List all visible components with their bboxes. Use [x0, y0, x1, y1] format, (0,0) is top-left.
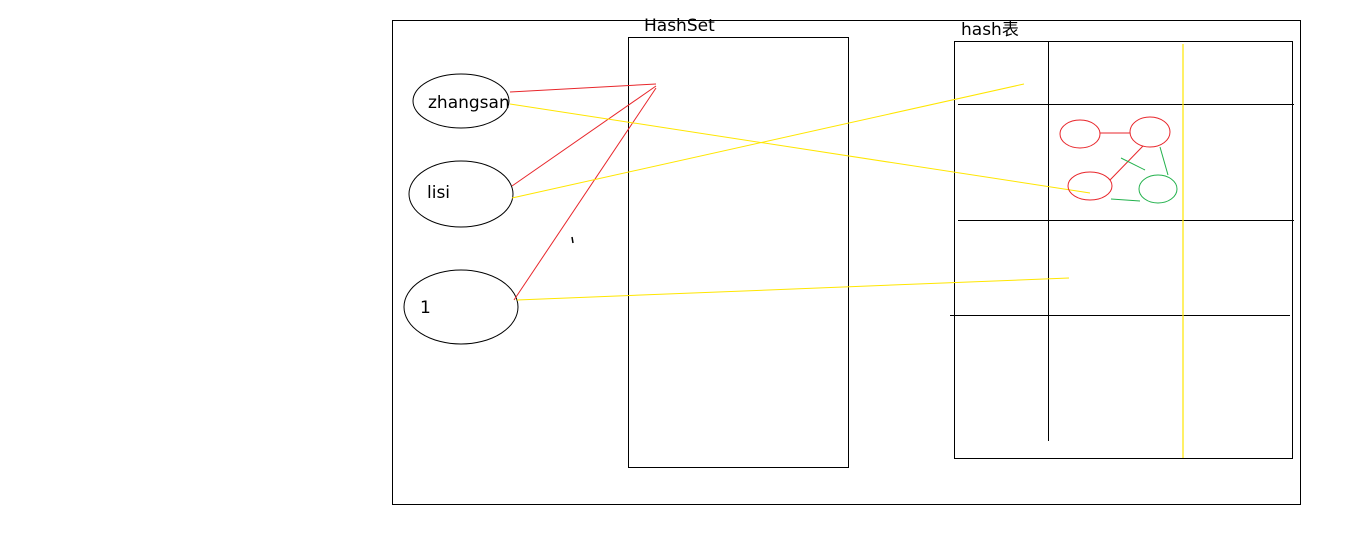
element-label-zhangsan: zhangsan — [428, 93, 510, 113]
bucket-link-green — [1110, 198, 1141, 202]
red-line-zhangsan-to-hashset — [509, 83, 657, 93]
bucket-link-green — [1159, 146, 1169, 176]
yellow-line-1-to-table — [516, 277, 1070, 301]
hashset-label: HashSet — [644, 16, 715, 36]
element-label-1: 1 — [420, 298, 431, 318]
bucket-node-red — [1059, 119, 1101, 149]
hash-table-box — [954, 41, 1293, 459]
bucket-node-red — [1129, 116, 1171, 148]
red-line-1-to-hashset — [513, 87, 657, 301]
red-line-lisi-to-hashset — [511, 85, 657, 187]
hashset-box — [628, 37, 849, 468]
bucket-node-red — [1067, 171, 1113, 201]
stray-mark — [571, 236, 574, 244]
yellow-line-lisi-to-table — [511, 83, 1025, 199]
bucket-link-green — [1120, 157, 1146, 171]
element-label-lisi: lisi — [427, 183, 450, 203]
element-ellipse-zhangsan — [412, 73, 510, 129]
bucket-node-green — [1138, 174, 1178, 204]
outer-frame — [392, 20, 1301, 505]
yellow-line-zhangsan-to-table — [509, 103, 1091, 194]
element-ellipse-lisi — [408, 160, 514, 228]
element-ellipse-1 — [403, 269, 519, 345]
bucket-link-red — [1109, 145, 1144, 181]
hash-table-label: hash表 — [961, 20, 1019, 40]
